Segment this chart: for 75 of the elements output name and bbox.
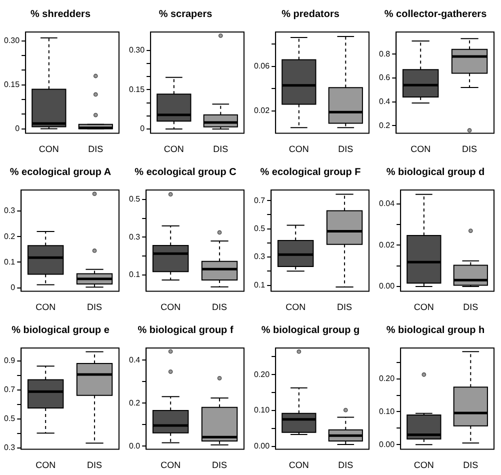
y-tick-label: 0: [15, 124, 20, 134]
chart-title: % collector-gatherers: [384, 8, 488, 20]
x-tick-label: DIS: [212, 302, 228, 312]
y-tick-label: 0.4: [128, 355, 141, 364]
x-tick-label: DIS: [87, 460, 102, 470]
y-tick-label: 0.2: [128, 398, 141, 408]
y-tick-label: 0.1: [4, 257, 16, 266]
y-tick-label: 0.3: [128, 232, 141, 242]
chart-title: % predators: [282, 8, 340, 20]
y-tick-label: 0.1: [254, 280, 266, 290]
x-tick-label: DIS: [337, 302, 352, 312]
x-tick-label: CON: [38, 144, 59, 154]
x-tick-label: DIS: [338, 460, 354, 470]
x-tick-label: DIS: [212, 460, 228, 470]
x-tick-label: CON: [414, 302, 434, 312]
y-tick-label: 0.3: [4, 206, 16, 216]
chart-title: % biological group h: [386, 324, 485, 336]
y-tick-label: 0: [10, 283, 16, 292]
chart-title: % ecological group F: [260, 166, 361, 178]
y-tick-label: 0.5: [254, 224, 266, 234]
x-tick-label: CON: [288, 144, 309, 154]
y-tick-label: 0.30: [128, 46, 146, 55]
chart-title: % ecological group C: [134, 166, 236, 178]
y-tick-label: 0.20: [378, 374, 396, 384]
y-tick-label: 0.2: [4, 232, 16, 241]
chart-title: % biological group d: [386, 166, 485, 178]
y-tick-label: 0.10: [378, 406, 396, 416]
chart-title: % shredders: [30, 8, 91, 20]
x-tick-label: CON: [414, 460, 434, 470]
x-tick-label: CON: [164, 144, 184, 154]
y-tick-label: 0.0: [128, 441, 141, 450]
y-tick-label: 0.4: [378, 96, 391, 106]
x-tick-label: DIS: [463, 460, 478, 470]
x-tick-label: CON: [36, 302, 56, 312]
y-tick-label: 0.6: [378, 73, 391, 82]
y-tick-label: 0.1: [128, 270, 141, 280]
y-tick-label: 0.8: [378, 49, 391, 58]
x-tick-label: DIS: [462, 144, 478, 154]
y-tick-label: 0.06: [254, 62, 270, 71]
y-tick-label: 0.3: [4, 442, 16, 452]
x-tick-label: DIS: [463, 302, 478, 312]
y-tick-label: 0.3: [254, 252, 266, 262]
x-tick-label: CON: [160, 460, 181, 470]
y-tick-label: 0.00: [378, 282, 396, 291]
y-tick-label: 0.00: [254, 442, 270, 451]
x-tick-label: DIS: [338, 144, 354, 154]
y-tick-label: 0.20: [254, 370, 270, 379]
x-tick-label: DIS: [87, 302, 102, 312]
x-tick-label: DIS: [213, 144, 228, 154]
y-tick-label: 0.7: [254, 196, 266, 205]
x-tick-label: CON: [286, 302, 306, 312]
y-tick-label: 0: [140, 124, 146, 134]
x-tick-label: CON: [410, 144, 431, 154]
y-tick-label: 0.15: [4, 80, 20, 90]
y-tick-label: 0.9: [4, 356, 16, 366]
y-tick-label: 0.04: [378, 199, 396, 208]
chart-title: % ecological group A: [10, 166, 112, 178]
y-tick-label: 0.5: [128, 194, 141, 204]
y-tick-label: 0.02: [378, 240, 396, 250]
y-tick-label: 0.02: [254, 106, 270, 116]
y-tick-label: 0.7: [4, 385, 16, 394]
x-tick-label: CON: [288, 460, 309, 470]
chart-title: % biological group g: [261, 324, 360, 336]
x-tick-label: CON: [160, 302, 181, 312]
y-tick-label: 0.00: [378, 440, 396, 449]
y-tick-label: 0.10: [254, 406, 270, 415]
y-tick-label: 0.5: [4, 414, 16, 424]
y-tick-label: 0.2: [378, 120, 391, 130]
y-tick-label: 0.15: [128, 84, 146, 94]
chart-title: % biological group e: [12, 324, 110, 336]
chart-title: % biological group f: [138, 324, 234, 336]
x-tick-label: DIS: [88, 144, 104, 154]
chart-title: % scrapers: [158, 8, 213, 20]
y-tick-label: 0.30: [4, 36, 20, 46]
x-tick-label: CON: [36, 460, 56, 470]
